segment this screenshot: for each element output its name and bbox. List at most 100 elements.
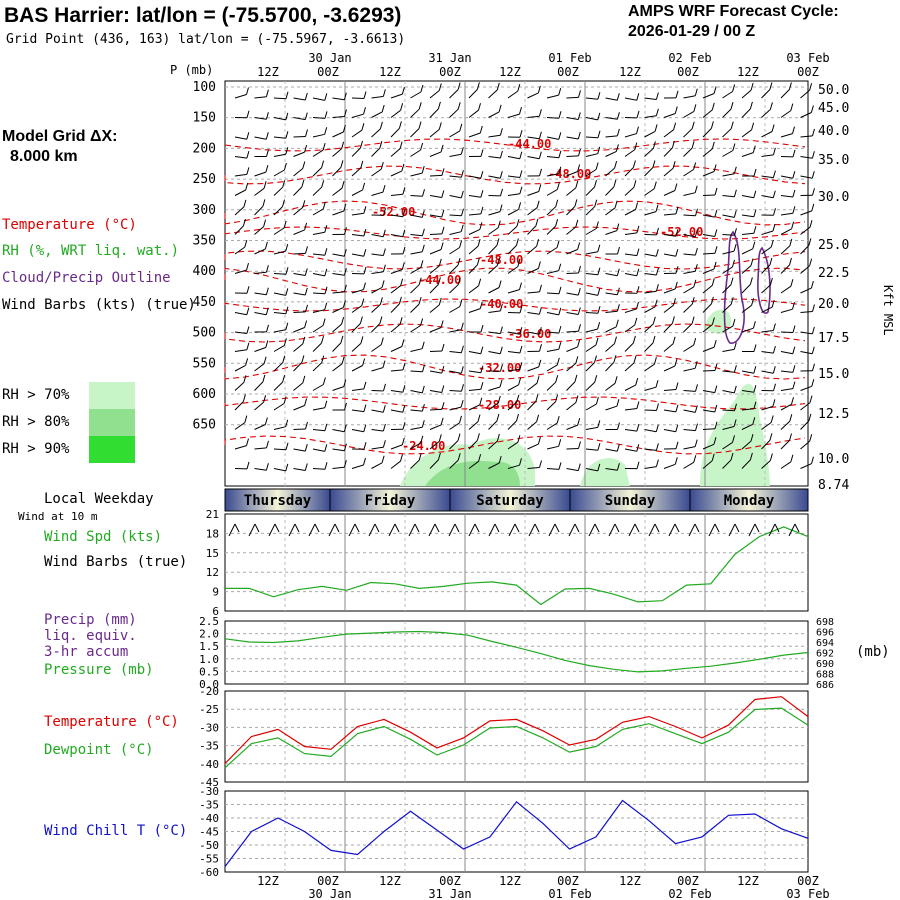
- wind-barb: [254, 96, 267, 99]
- wind-barb: [585, 117, 598, 121]
- wind-barb: [702, 109, 713, 118]
- wind-barb: [468, 175, 481, 179]
- wind-barb-flag: [753, 385, 757, 393]
- wind-barb-flag: [537, 261, 541, 269]
- wind-barb: [722, 303, 732, 313]
- wind-barb: [741, 304, 752, 313]
- wind-barb: [273, 136, 286, 139]
- wind-barb: [566, 402, 577, 411]
- wind-barb: [351, 167, 362, 177]
- wind-barb-flag: [304, 287, 308, 296]
- wind-barb: [663, 147, 673, 157]
- wind-barb: [683, 429, 696, 432]
- wind-barb-flag: [359, 316, 363, 324]
- wind-barb: [761, 246, 772, 255]
- wind-barb: [663, 463, 676, 469]
- wind-barb: [371, 234, 384, 238]
- wind-barb: [585, 186, 595, 196]
- wind-barb-flag: [322, 318, 326, 326]
- wind-barb-flag: [380, 161, 384, 170]
- wind-barb: [312, 325, 324, 333]
- wind-barb-flag: [537, 436, 541, 445]
- wind-barb-flag: [477, 238, 481, 247]
- wind-barb: [273, 448, 287, 451]
- wind-barb-flag: [363, 424, 367, 432]
- wind-barb: [371, 191, 384, 196]
- wind-barb: [780, 331, 794, 333]
- surface-wind-barb: [708, 523, 716, 537]
- wind-barb: [683, 234, 696, 238]
- wind-barb: [527, 115, 540, 118]
- wind-barb-flag: [322, 377, 326, 385]
- wind-barb: [644, 466, 657, 469]
- wind-barb-flag: [675, 229, 679, 237]
- wind-barb-flag: [536, 200, 540, 208]
- kft-tick-label: 25.0: [818, 238, 849, 253]
- wind-barb-flag: [461, 384, 464, 392]
- wind-barb-flag: [769, 257, 773, 266]
- wind-barb-flag: [734, 403, 737, 411]
- surface-wind-barb: [668, 523, 676, 537]
- wind-barb: [468, 195, 481, 198]
- wind-barb-flag: [285, 112, 289, 121]
- surface-wind-barb-flag: [714, 523, 720, 533]
- pressure-right-tick-label: 692: [816, 649, 834, 660]
- wind-barb: [624, 408, 637, 411]
- wind-barb: [624, 342, 634, 352]
- wind-barb-flag: [382, 360, 386, 368]
- wind-barb-flag: [437, 101, 441, 110]
- wind-barb: [605, 326, 617, 333]
- wind-barb: [644, 342, 654, 352]
- wind-barb-flag: [578, 148, 581, 157]
- wind-barb-flag: [480, 324, 484, 333]
- wind-barb-flag: [574, 374, 578, 383]
- surface-wind-barb-flag: [594, 523, 600, 533]
- wind-barb-flag: [577, 463, 581, 471]
- wind-chill-frame: [224, 790, 809, 873]
- wind-barb-flag: [246, 461, 250, 470]
- wind-barb-flag: [246, 150, 250, 159]
- wind-barb: [722, 91, 733, 99]
- wind-barb-flag: [460, 322, 464, 330]
- wind-barb: [273, 344, 285, 352]
- wind-barb-flag: [792, 171, 796, 179]
- wind-barb-flag: [792, 149, 796, 158]
- wind-barb-flag: [577, 307, 581, 315]
- wind-barb: [741, 129, 752, 138]
- wind-barb: [722, 173, 735, 177]
- wind-barb-flag: [614, 160, 618, 169]
- wind-barb: [644, 363, 655, 372]
- wind-barb: [429, 151, 442, 157]
- wind-barb-flag: [382, 229, 386, 237]
- wind-barb: [410, 214, 423, 218]
- rh-shading-0: [400, 438, 535, 486]
- wind-barb: [566, 424, 578, 430]
- wind-barb-flag: [459, 240, 463, 248]
- wind-barb: [449, 214, 462, 217]
- wind-barb-flag: [811, 379, 815, 387]
- wind-barb: [468, 228, 481, 235]
- wind-barb: [683, 169, 694, 177]
- surface-wind-barb: [688, 523, 696, 537]
- wind-barb: [351, 305, 363, 313]
- wind-barb-flag: [421, 244, 425, 252]
- wind-barb: [585, 448, 598, 451]
- wind-barb: [683, 390, 696, 392]
- legend-temperature: Temperature (°C): [2, 217, 137, 233]
- temperature-tick-label: -40: [199, 758, 219, 771]
- wind-barb: [468, 132, 481, 138]
- wind-barb-flag: [713, 86, 717, 94]
- top-date-label: 03 Feb: [786, 51, 829, 65]
- wind-barb: [722, 409, 735, 412]
- bottom-date-label: 02 Feb: [668, 887, 711, 900]
- wind-barb-flag: [812, 304, 815, 312]
- wind-barb-flag: [635, 377, 639, 386]
- wind-barb: [507, 441, 519, 450]
- wind-barb-flag: [399, 317, 403, 325]
- wind-barb-flag: [753, 168, 757, 177]
- wind-barb: [566, 272, 579, 274]
- wind-barb-flag: [790, 103, 794, 111]
- wind-barb: [293, 362, 303, 372]
- wind-barb: [722, 266, 733, 274]
- wind-barb-flag: [634, 142, 638, 150]
